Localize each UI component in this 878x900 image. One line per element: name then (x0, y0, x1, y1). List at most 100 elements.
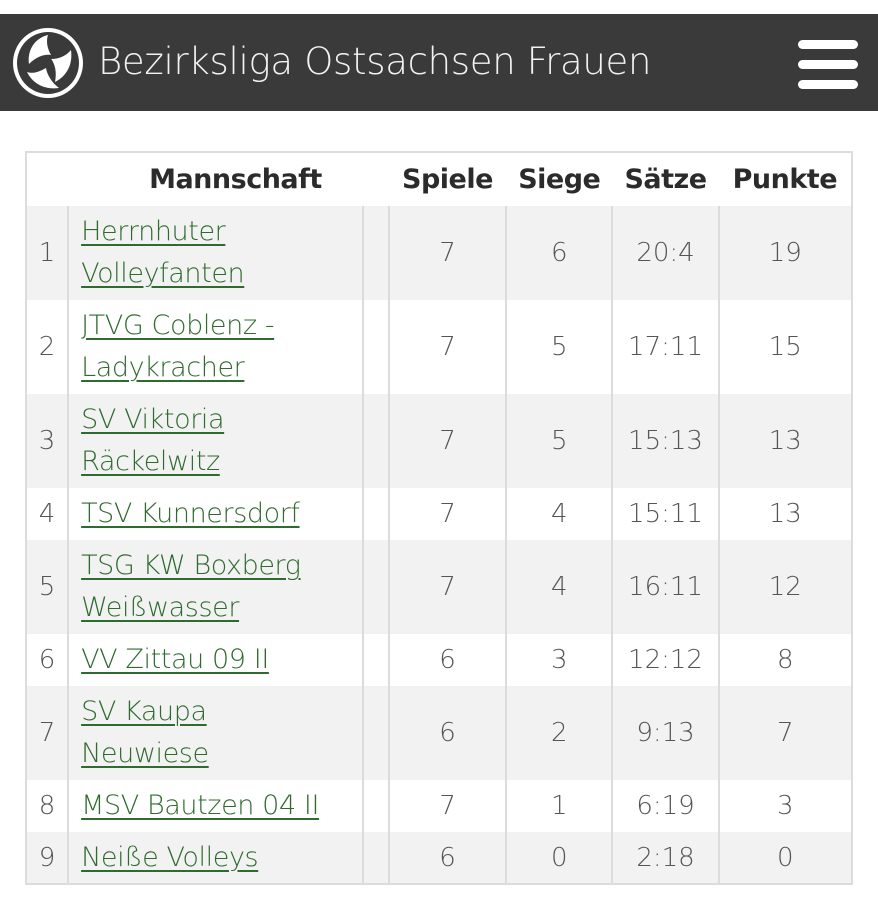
spacer-cell (361, 832, 389, 884)
rank-cell: 1 (26, 206, 69, 300)
team-link[interactable]: JTVG Coblenz - Ladykracher (81, 310, 274, 383)
team-name-line1: TSG KW Boxberg (81, 550, 301, 581)
points-cell: 3 (717, 780, 852, 832)
points-cell: 12 (717, 540, 852, 634)
table-row: 1 Herrnhuter Volleyfanten 7 6 20:4 19 (26, 206, 852, 300)
hamburger-menu-icon[interactable] (796, 38, 860, 90)
points-cell: 13 (717, 394, 852, 488)
page-title: Bezirksliga Ostsachsen Frauen (98, 40, 652, 83)
team-name-line2: Räckelwitz (81, 446, 220, 477)
games-cell: 6 (387, 832, 507, 884)
team-link[interactable]: SV Viktoria Räckelwitz (81, 404, 224, 477)
spacer-cell (361, 686, 389, 780)
table-row: 7 SV Kaupa Neuwiese 6 2 9:13 7 (26, 686, 852, 780)
table-row: 3 SV Viktoria Räckelwitz 7 5 15:13 13 (26, 394, 852, 488)
games-cell: 7 (387, 780, 507, 832)
standings-table: Mannschaft Spiele Siege Sätze Punkte 1 He… (25, 151, 853, 885)
team-cell: Herrnhuter Volleyfanten (67, 206, 363, 300)
spacer-cell (361, 780, 389, 832)
team-name-line2: Weißwasser (81, 592, 240, 623)
team-cell: VV Zittau 09 II (67, 634, 363, 686)
team-name-line1: Neiße Volleys (81, 841, 259, 873)
table-row: 4 TSV Kunnersdorf 7 4 15:11 13 (26, 488, 852, 540)
team-name-line1: SV Kaupa (81, 696, 207, 727)
wins-cell: 0 (505, 832, 613, 884)
column-header-games: Spiele (388, 152, 507, 206)
rank-cell: 2 (26, 300, 69, 394)
column-header-wins: Siege (506, 152, 613, 206)
wins-cell: 4 (505, 540, 613, 634)
wins-cell: 6 (505, 206, 613, 300)
column-header-gap (362, 152, 389, 206)
column-header-points: Punkte (718, 152, 852, 206)
volleyball-icon[interactable] (11, 26, 85, 100)
sets-cell: 17:11 (611, 300, 719, 394)
spacer-cell (361, 634, 389, 686)
games-cell: 7 (387, 300, 507, 394)
team-name-line1: Herrnhuter (81, 216, 226, 247)
games-cell: 6 (387, 634, 507, 686)
rank-cell: 3 (26, 394, 69, 488)
team-name-line1: VV Zittau 09 II (81, 644, 269, 675)
rank-cell: 7 (26, 686, 69, 780)
app-header: Bezirksliga Ostsachsen Frauen (0, 14, 878, 111)
spacer-cell (361, 488, 389, 540)
rank-cell: 9 (26, 832, 69, 884)
table-row: 8 MSV Bautzen 04 II 7 1 6:19 3 (26, 780, 852, 832)
points-cell: 8 (717, 634, 852, 686)
team-link[interactable]: Herrnhuter Volleyfanten (81, 216, 245, 289)
column-header-rank (26, 152, 69, 206)
column-header-sets: Sätze (612, 152, 719, 206)
menu-bar (798, 80, 858, 89)
wins-cell: 5 (505, 300, 613, 394)
table-row: 2 JTVG Coblenz - Ladykracher 7 5 17:11 15 (26, 300, 852, 394)
spacer-cell (361, 394, 389, 488)
sets-cell: 15:11 (611, 488, 719, 540)
spacer-cell (361, 540, 389, 634)
spacer-cell (361, 300, 389, 394)
games-cell: 6 (387, 686, 507, 780)
team-name-line1: TSV Kunnersdorf (81, 498, 300, 529)
rank-cell: 6 (26, 634, 69, 686)
points-cell: 15 (717, 300, 852, 394)
team-name-line2: Neuwiese (81, 738, 209, 769)
table-header-row: Mannschaft Spiele Siege Sätze Punkte (26, 152, 852, 206)
column-header-team: Mannschaft (68, 152, 363, 206)
menu-bar (798, 60, 858, 69)
games-cell: 7 (387, 540, 507, 634)
team-cell: TSG KW Boxberg Weißwasser (67, 540, 363, 634)
team-cell: Neiße Volleys (67, 832, 363, 884)
wins-cell: 3 (505, 634, 613, 686)
sets-cell: 12:12 (611, 634, 719, 686)
wins-cell: 4 (505, 488, 613, 540)
team-link[interactable]: Neiße Volleys (81, 841, 259, 873)
team-cell: SV Viktoria Räckelwitz (67, 394, 363, 488)
team-name-line2: Ladykracher (81, 352, 245, 383)
rank-cell: 5 (26, 540, 69, 634)
games-cell: 7 (387, 488, 507, 540)
team-cell: TSV Kunnersdorf (67, 488, 363, 540)
team-link[interactable]: SV Kaupa Neuwiese (81, 696, 209, 769)
points-cell: 7 (717, 686, 852, 780)
team-link[interactable]: VV Zittau 09 II (81, 644, 269, 675)
sets-cell: 20:4 (611, 206, 719, 300)
rank-cell: 4 (26, 488, 69, 540)
spacer-cell (361, 206, 389, 300)
games-cell: 7 (387, 206, 507, 300)
team-link[interactable]: TSV Kunnersdorf (81, 498, 300, 529)
team-name-line2: Volleyfanten (81, 258, 245, 289)
team-cell: SV Kaupa Neuwiese (67, 686, 363, 780)
table-row: 6 VV Zittau 09 II 6 3 12:12 8 (26, 634, 852, 686)
sets-cell: 6:19 (611, 780, 719, 832)
games-cell: 7 (387, 394, 507, 488)
team-name-line1: MSV Bautzen 04 II (81, 790, 320, 821)
team-name-line1: JTVG Coblenz - (81, 310, 275, 341)
sets-cell: 15:13 (611, 394, 719, 488)
sets-cell: 16:11 (611, 540, 719, 634)
wins-cell: 2 (505, 686, 613, 780)
team-cell: MSV Bautzen 04 II (67, 780, 363, 832)
team-link[interactable]: MSV Bautzen 04 II (81, 790, 319, 821)
menu-bar (798, 40, 858, 49)
team-link[interactable]: TSG KW Boxberg Weißwasser (81, 550, 301, 623)
table-row: 5 TSG KW Boxberg Weißwasser 7 4 16:11 12 (26, 540, 852, 634)
